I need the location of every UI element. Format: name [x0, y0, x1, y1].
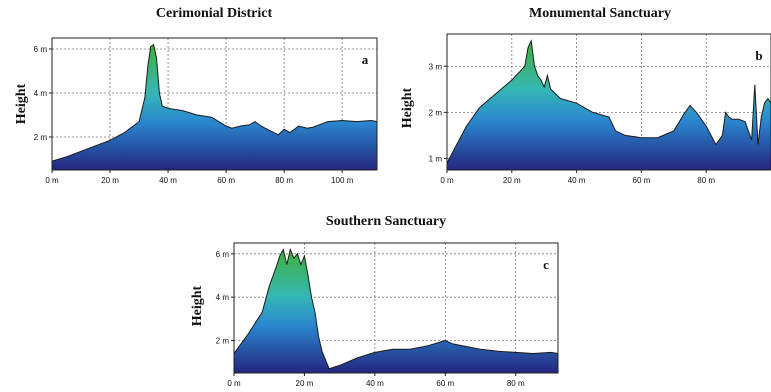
x-tick-label-c: 80 m: [507, 379, 525, 388]
x-tick-label-b: 80 m: [697, 176, 715, 185]
x-tick-label-a: 100 m: [331, 176, 354, 185]
x-tick-label-c: 40 m: [366, 379, 384, 388]
panel-letter-c: c: [543, 257, 549, 272]
x-tick-label-b: 20 m: [503, 176, 521, 185]
y-tick-label-b: 1 m: [429, 154, 443, 163]
plot-frame-b: [446, 33, 771, 171]
y-tick-label-b: 2 m: [429, 108, 443, 117]
panel-letter-b: b: [755, 48, 762, 63]
x-tick-label-a: 60 m: [217, 176, 235, 185]
y-tick-label-a: 4 m: [34, 89, 48, 98]
x-tick-label-b: 40 m: [568, 176, 586, 185]
y-tick-label-c: 2 m: [216, 337, 230, 346]
terrain-area-b: [447, 39, 771, 170]
y-tick-label-a: 6 m: [34, 45, 48, 54]
x-tick-label-c: 0 m: [227, 379, 241, 388]
y-tick-label-a: 2 m: [34, 133, 48, 142]
plot-area-a: 0 m 20 m 40 m 60 m 80 m 100 m 2 m 4 m 6 m a: [34, 37, 378, 185]
y-tick-label-b: 3 m: [429, 62, 443, 71]
terrain-area-c: [234, 247, 558, 373]
x-tick-label-c: 60 m: [436, 379, 454, 388]
plot-area-c: 0 m 20 m 40 m 60 m 80 m 2 m 4 m 6 m c: [216, 242, 559, 388]
x-tick-label-b: 60 m: [633, 176, 651, 185]
chart-title-b: Monumental Sanctuary: [529, 6, 671, 21]
x-tick-label-c: 20 m: [296, 379, 314, 388]
chart-title-c: Southern Sanctuary: [325, 214, 447, 229]
plot-frame-a: [51, 37, 378, 171]
x-tick-label-a: 40 m: [159, 176, 177, 185]
x-tick-label-a: 80 m: [275, 176, 293, 185]
x-tick-label-a: 0 m: [45, 176, 59, 185]
plot-frame-c: [233, 242, 559, 374]
panel-letter-a: a: [362, 52, 369, 67]
x-tick-label-a: 20 m: [101, 176, 119, 185]
x-tick-label-b: 0 m: [440, 176, 454, 185]
y-tick-label-c: 6 m: [216, 250, 230, 259]
y-tick-label-c: 4 m: [216, 293, 230, 302]
chart-title-a: Cerimonial District: [155, 6, 273, 21]
plot-area-b: 0 m 20 m 40 m 60 m 80 m 1 m 2 m 3 m b: [429, 33, 771, 185]
terrain-area-a: [52, 43, 377, 170]
